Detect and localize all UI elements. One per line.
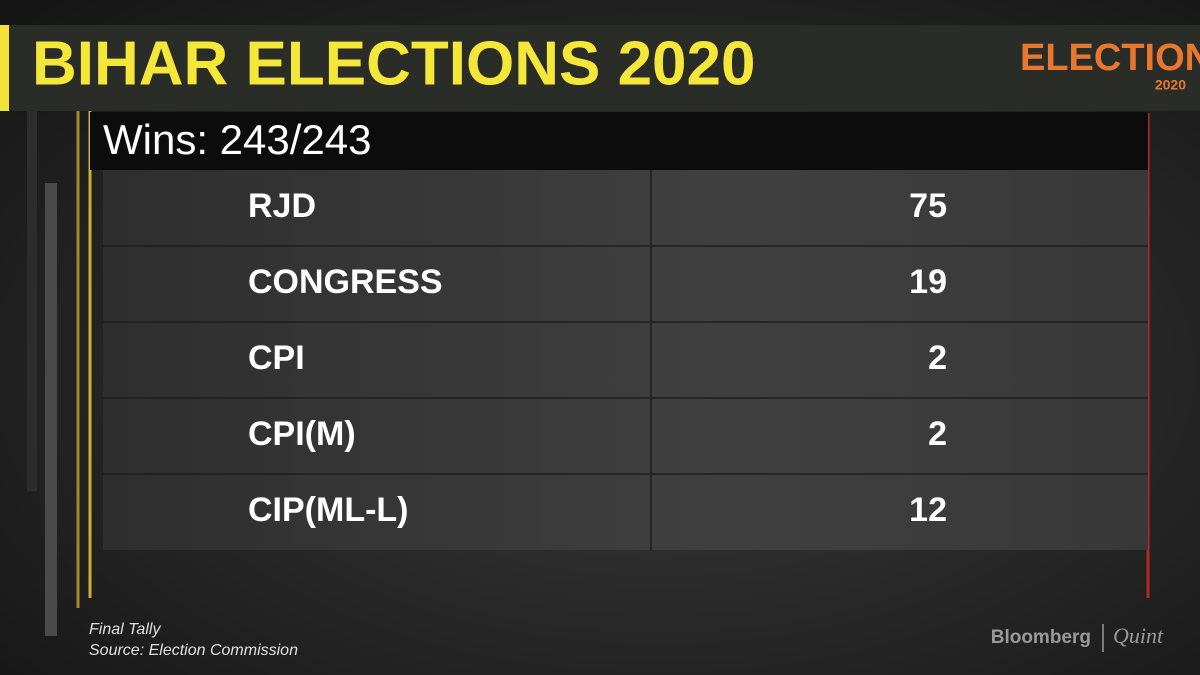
party-name: CPI xyxy=(248,339,305,377)
brand: Bloomberg xyxy=(991,627,1091,648)
title: BIHAR ELECTIONS 2020 xyxy=(32,29,756,98)
header-bar xyxy=(0,25,1200,111)
party-name: RJD xyxy=(248,187,316,225)
seat-count: 12 xyxy=(909,491,947,529)
subtitle-band xyxy=(90,112,1148,170)
seat-count: 2 xyxy=(928,415,947,453)
table: RJD 75 CONGRESS 19 CPI 2 CPI(M) 2 CIP(ML-L) 12 xyxy=(103,170,1148,550)
decor-bar xyxy=(45,183,57,636)
party-name: CIP(ML-L) xyxy=(248,491,409,529)
footer-note: Final Tally xyxy=(89,621,161,638)
decor-bar xyxy=(27,111,37,491)
party-name: CPI(M) xyxy=(248,415,356,453)
seat-count: 2 xyxy=(928,339,947,377)
header-accent xyxy=(0,25,9,111)
footer-source: Source: Election Commission xyxy=(89,642,298,659)
seat-count: 75 xyxy=(909,187,947,225)
logo-year: 2020 xyxy=(1155,77,1186,93)
seat-count: 19 xyxy=(909,263,947,301)
logo: ELECTIONS xyxy=(1020,37,1200,79)
brand2: Quint xyxy=(1113,623,1164,648)
table-body xyxy=(103,170,1148,550)
party-name: CONGRESS xyxy=(248,263,443,301)
subtitle: Wins: 243/243 xyxy=(103,116,372,163)
